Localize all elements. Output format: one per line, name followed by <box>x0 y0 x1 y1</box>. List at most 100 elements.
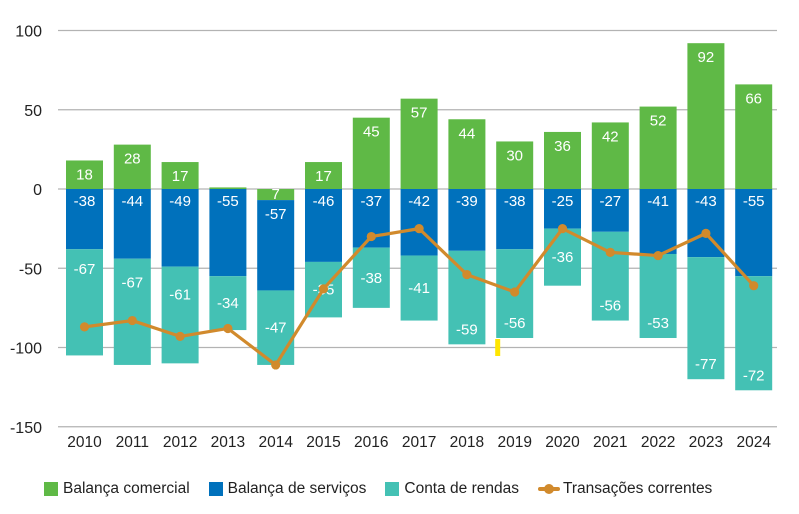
bar-conta-rendas <box>257 290 295 365</box>
line-point-transacoes-correntes <box>749 281 759 291</box>
y-tick-label: -100 <box>10 341 42 358</box>
data-label-balanca-comercial: 44 <box>459 125 476 142</box>
chart: 100 50 0 -50 -100 -150 18 -38 -67 28 -44 -67 17 -49 -… <box>10 24 777 451</box>
line-point-transacoes-correntes <box>701 228 711 238</box>
bar-balanca-servicos <box>257 200 295 291</box>
bar-balanca-comercial <box>209 187 247 189</box>
bar-balanca-comercial <box>305 162 342 189</box>
x-tick-label: 2019 <box>497 434 531 451</box>
data-label-balanca-servicos: -46 <box>313 193 335 210</box>
line-point-transacoes-correntes <box>557 224 568 234</box>
bar-balanca-comercial <box>448 119 486 189</box>
data-label-balanca-comercial: 17 <box>315 168 332 185</box>
legend-swatch-blue <box>208 482 223 496</box>
data-label-conta-rendas: -41 <box>408 280 430 297</box>
data-label-balanca-servicos: -49 <box>169 193 191 210</box>
bar-conta-rendas <box>735 276 773 391</box>
data-label-conta-rendas: -53 <box>647 315 669 332</box>
bar-balanca-comercial <box>113 144 151 189</box>
legend-label: Balança de serviços <box>227 480 367 497</box>
data-label-conta-rendas: -36 <box>552 249 574 266</box>
x-tick-label: 2014 <box>258 434 293 451</box>
bar-conta-rendas <box>66 249 103 356</box>
bar-balanca-servicos <box>305 189 342 262</box>
y-tick-label: -50 <box>19 261 42 278</box>
bar-balanca-servicos <box>496 189 534 250</box>
annotations <box>495 339 501 356</box>
data-label-balanca-comercial: 28 <box>124 151 141 168</box>
bar-balanca-comercial <box>639 106 677 189</box>
legend-label: Balança comercial <box>63 480 190 497</box>
x-tick-label: 2012 <box>163 434 197 451</box>
bar-conta-rendas <box>161 266 199 364</box>
data-label-conta-rendas: -56 <box>504 315 526 332</box>
data-label-conta-rendas: -72 <box>743 367 765 384</box>
data-label-balanca-servicos: -41 <box>647 193 669 210</box>
legend-line-marker-icon <box>537 484 560 494</box>
yellow-marker <box>495 339 501 356</box>
legend-item-transacoes-correntes[interactable]: Transações correntes <box>537 480 713 498</box>
x-tick-label: 2017 <box>402 434 436 451</box>
legend-item-balanca-servicos[interactable]: Balança de serviços <box>208 480 367 498</box>
bar-balanca-servicos <box>209 189 247 277</box>
x-tick-label: 2023 <box>689 434 723 451</box>
data-label-balanca-servicos: -43 <box>695 193 717 210</box>
data-label-balanca-comercial: 30 <box>506 147 523 164</box>
data-label-conta-rendas: -56 <box>599 298 621 315</box>
line-point-transacoes-correntes <box>318 284 329 294</box>
line-point-transacoes-correntes <box>366 231 376 242</box>
data-label-conta-rendas: -67 <box>121 275 143 292</box>
data-label-conta-rendas: -47 <box>265 320 287 337</box>
data-label-balanca-comercial: 45 <box>363 124 380 141</box>
bar-conta-rendas <box>352 247 390 308</box>
legend-label: Transações correntes <box>562 480 713 497</box>
data-labels: 18 -38 -67 28 -44 -67 17 -49 -61 -55 -34 7 -57 -47 17 -… <box>74 49 765 384</box>
bar-conta-rendas <box>639 253 677 338</box>
data-label-balanca-comercial: 36 <box>554 138 571 155</box>
x-tick-label: 2024 <box>736 434 771 451</box>
data-label-balanca-comercial: 66 <box>745 90 762 107</box>
bar-balanca-servicos <box>544 189 581 229</box>
legend-label: Conta de rendas <box>404 480 519 497</box>
bar-balanca-comercial <box>161 162 199 189</box>
current-account-line <box>79 224 759 370</box>
data-label-balanca-servicos: -37 <box>360 193 382 210</box>
data-label-conta-rendas: -38 <box>360 270 382 287</box>
x-tick-label: 2010 <box>67 434 102 451</box>
data-label-balanca-servicos: -55 <box>743 193 765 210</box>
line-point-transacoes-correntes <box>79 322 90 332</box>
line-point-transacoes-correntes <box>653 250 663 261</box>
data-label-conta-rendas: -59 <box>456 321 478 338</box>
x-tick-label: 2022 <box>641 434 675 451</box>
bar-balanca-comercial <box>544 131 581 189</box>
x-tick-label: 2020 <box>545 434 580 451</box>
line-point-transacoes-correntes <box>414 224 424 234</box>
bar-conta-rendas <box>113 258 151 365</box>
bar-balanca-servicos <box>448 189 486 251</box>
legend-swatch-green <box>44 482 58 496</box>
bar-balanca-servicos <box>400 189 438 256</box>
data-label-balanca-comercial: 7 <box>272 186 280 203</box>
data-label-balanca-servicos: -38 <box>504 193 526 210</box>
legend-item-balanca-comercial[interactable]: Balança comercial <box>44 480 190 498</box>
y-tick-label: 50 <box>24 103 42 120</box>
bar-conta-rendas <box>209 276 247 331</box>
data-label-balanca-comercial: 57 <box>411 105 428 122</box>
data-label-balanca-comercial: 42 <box>602 128 619 145</box>
bar-balanca-comercial <box>257 189 295 201</box>
bar-balanca-comercial <box>687 43 725 190</box>
line-point-transacoes-correntes <box>510 287 520 297</box>
legend-item-conta-rendas[interactable]: Conta de rendas <box>385 480 519 498</box>
data-label-balanca-comercial: 92 <box>698 49 715 66</box>
data-label-balanca-servicos: -44 <box>121 193 143 210</box>
bar-balanca-comercial <box>735 84 773 189</box>
bar-balanca-servicos <box>161 189 199 267</box>
data-label-balanca-comercial: 17 <box>172 168 189 185</box>
bar-balanca-comercial <box>400 98 438 189</box>
legend-swatch-teal <box>385 482 400 496</box>
x-tick-label: 2013 <box>211 434 245 451</box>
x-axis-ticks: 2010 2011 2012 2013 2014 2015 2016 2017 2018 2019… <box>67 434 771 451</box>
data-label-balanca-servicos: -57 <box>265 206 287 223</box>
data-label-conta-rendas: -61 <box>169 287 191 304</box>
data-label-conta-rendas: -67 <box>74 261 96 278</box>
